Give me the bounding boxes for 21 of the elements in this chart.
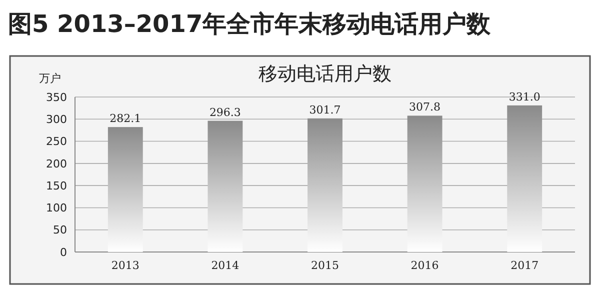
data-label: 282.1 bbox=[110, 112, 142, 126]
data-label: 296.3 bbox=[209, 106, 241, 119]
x-tick-label: 2016 bbox=[410, 259, 439, 272]
y-tick-label: 0 bbox=[60, 246, 67, 259]
y-tick-label: 150 bbox=[46, 179, 67, 192]
y-axis-title: 万户 bbox=[39, 72, 61, 85]
y-tick-label: 300 bbox=[46, 112, 67, 126]
x-tick-label: 2013 bbox=[111, 259, 140, 272]
data-label: 307.8 bbox=[409, 100, 441, 114]
x-tick-label: 2015 bbox=[311, 259, 339, 272]
x-tick-label: 2017 bbox=[510, 259, 539, 272]
y-tick-label: 50 bbox=[53, 224, 67, 237]
x-tick-label: 2014 bbox=[211, 259, 240, 272]
chart-subtitle: 图5 2013–2017年全市年末移动电话用户数 bbox=[8, 10, 492, 38]
data-label: 301.7 bbox=[309, 103, 341, 116]
y-tick-label: 250 bbox=[46, 135, 67, 148]
data-label: 331.0 bbox=[508, 90, 540, 104]
y-tick-label: 200 bbox=[46, 157, 67, 170]
y-tick-label: 100 bbox=[46, 202, 67, 215]
y-tick-label: 350 bbox=[46, 90, 67, 104]
chart-title: 移动电话用户数 bbox=[258, 63, 392, 85]
